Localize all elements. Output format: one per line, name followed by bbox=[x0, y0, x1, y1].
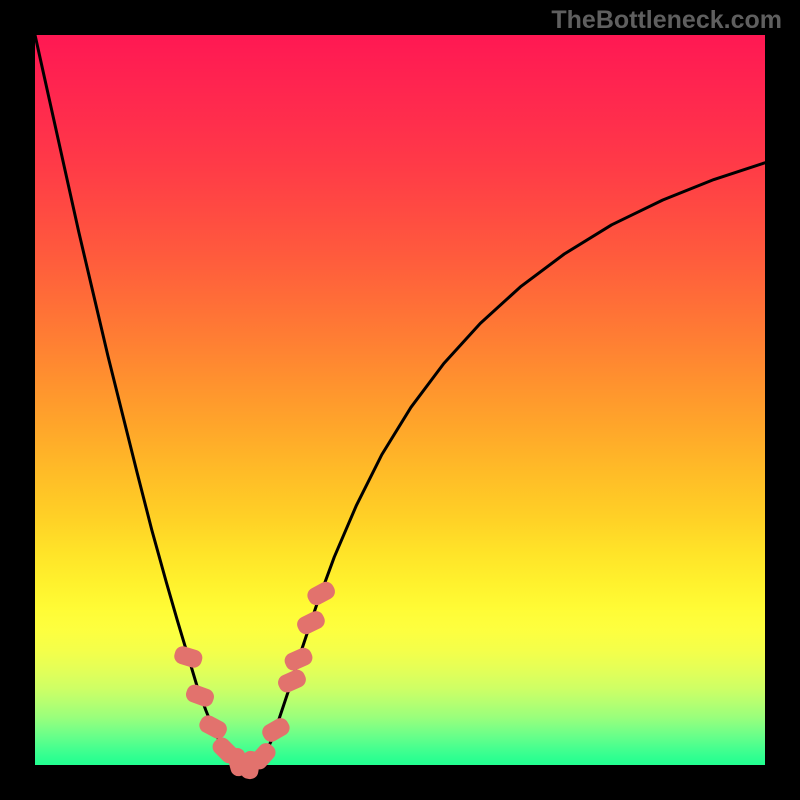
curve-marker bbox=[197, 713, 230, 742]
watermark-text: TheBottleneck.com bbox=[551, 6, 782, 35]
curve-marker bbox=[184, 682, 216, 708]
curve-marker bbox=[282, 645, 315, 673]
curve-marker bbox=[305, 579, 338, 608]
curve-marker bbox=[294, 608, 327, 636]
chart-svg bbox=[35, 35, 765, 765]
curve-marker bbox=[259, 715, 292, 745]
chart-stage: TheBottleneck.com bbox=[0, 0, 800, 800]
curve-marker bbox=[172, 644, 204, 669]
curve-marker bbox=[276, 667, 309, 695]
bottleneck-curve bbox=[35, 35, 765, 765]
